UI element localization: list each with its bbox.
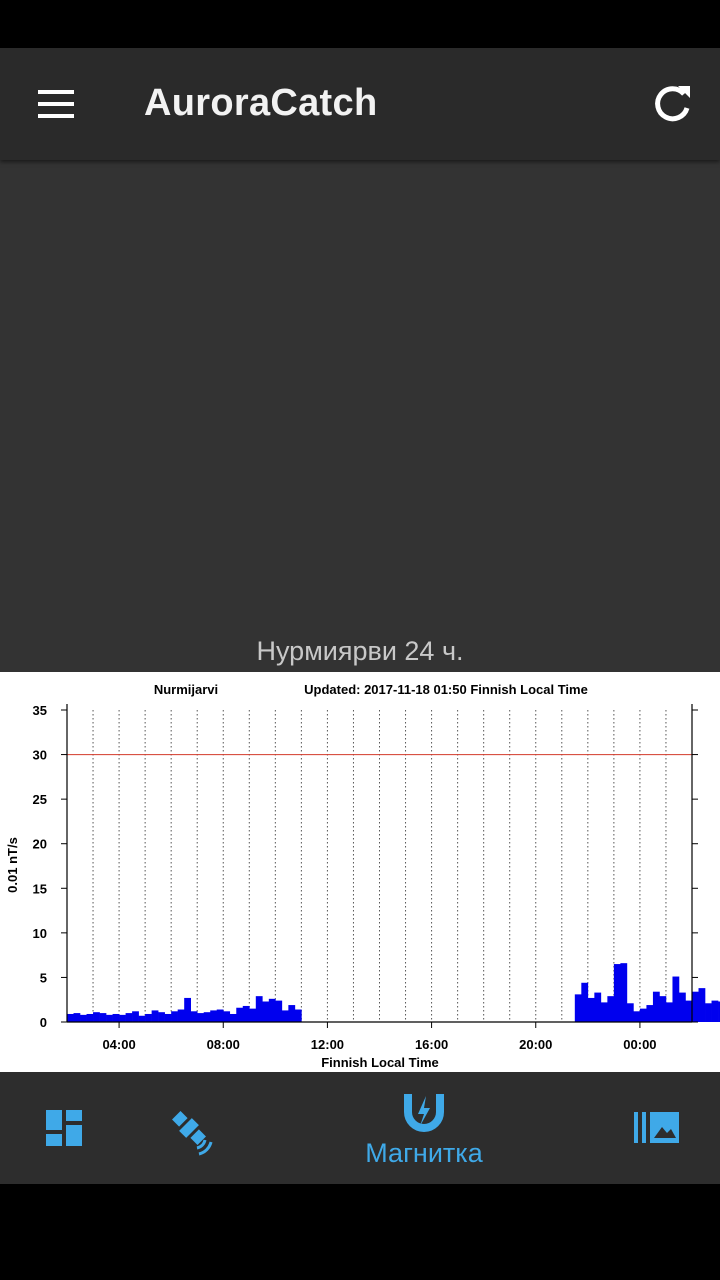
x-tick-label: 16:00 xyxy=(415,1037,448,1052)
chart-bar xyxy=(718,1001,720,1022)
chart-bar xyxy=(236,1007,244,1022)
nav-item-magnetometer[interactable]: Магнитка xyxy=(334,1072,514,1184)
y-tick-label: 5 xyxy=(40,970,47,985)
chart-bar xyxy=(242,1005,250,1022)
chart-bar xyxy=(633,1011,641,1022)
magnetometer-chart: 0 5 10 15 20 25 30 35 04:00 08:00 12:00 16:00 20:00 0… xyxy=(0,672,720,1072)
chart-bar xyxy=(184,997,191,1022)
chart-updated-label: Updated: 2017-11-18 01:50 Finnish Local … xyxy=(304,682,588,697)
chart-bar xyxy=(125,1013,133,1022)
menu-button[interactable] xyxy=(24,78,88,130)
refresh-icon xyxy=(655,86,690,122)
chart-bar xyxy=(626,1003,634,1022)
chart-x-axis-label: Finnish Local Time xyxy=(321,1055,439,1070)
chart-bar xyxy=(229,1013,237,1022)
chart-bar xyxy=(132,1011,139,1022)
bottom-navigation: Магнитка xyxy=(0,1072,720,1184)
nav-item-dashboard[interactable] xyxy=(20,1072,110,1184)
system-navigation-bar xyxy=(0,1184,720,1280)
chart-station-label: Nurmijarvi xyxy=(154,682,218,697)
magnet-icon xyxy=(404,1094,444,1132)
chart-bar xyxy=(145,1013,152,1022)
status-bar xyxy=(0,0,720,48)
chart-bar xyxy=(216,1009,224,1022)
chart-bar xyxy=(119,1014,126,1022)
chart-bar xyxy=(255,996,263,1022)
chart-bar xyxy=(294,1009,302,1022)
chart-bar xyxy=(93,1012,100,1022)
chart-bar xyxy=(73,1013,81,1022)
refresh-button[interactable] xyxy=(644,76,700,132)
chart-bar xyxy=(112,1013,120,1022)
chart-svg: 0 5 10 15 20 25 30 35 04:00 08:00 12:00 16:00 20:00 0… xyxy=(5,682,720,1070)
dashboard-icon xyxy=(46,1110,82,1146)
chart-bar xyxy=(171,1011,178,1022)
chart-bar xyxy=(574,994,582,1022)
chart-bar xyxy=(639,1008,647,1022)
y-tick-label: 30 xyxy=(33,748,47,763)
chart-bar xyxy=(177,1009,185,1022)
chart-bar xyxy=(698,988,706,1022)
app-toolbar: AuroraCatch xyxy=(0,48,720,160)
chart-bar xyxy=(600,1002,608,1022)
chart-bar xyxy=(665,1002,673,1022)
chart-bar xyxy=(620,963,628,1022)
chart-bar xyxy=(607,996,615,1022)
x-tick-label: 12:00 xyxy=(311,1037,344,1052)
chart-bar xyxy=(659,996,667,1022)
gallery-icon xyxy=(634,1112,679,1143)
y-tick-label: 15 xyxy=(33,881,47,896)
chart-bar xyxy=(106,1014,113,1022)
chart-bar xyxy=(685,1000,693,1022)
chart-y-axis-label: 0.01 nT/s xyxy=(5,837,20,893)
chart-bar xyxy=(705,1003,712,1022)
nav-item-satellite[interactable] xyxy=(145,1072,235,1184)
app-title: AuroraCatch xyxy=(144,82,378,124)
chart-bar xyxy=(262,1001,270,1022)
satellite-icon xyxy=(172,1111,213,1156)
chart-bar xyxy=(692,991,699,1022)
chart-bar xyxy=(67,1013,74,1022)
chart-bar xyxy=(138,1015,146,1022)
chart-bar xyxy=(158,1012,165,1022)
chart-bar xyxy=(249,1008,257,1022)
chart-bar xyxy=(275,1000,283,1022)
chart-bar xyxy=(672,976,680,1022)
station-chart-title: Нурмиярви 24 ч. xyxy=(256,636,464,666)
chart-bar xyxy=(164,1013,172,1022)
chart-bar xyxy=(151,1010,159,1022)
chart-bar xyxy=(646,1005,654,1022)
y-tick-label: 20 xyxy=(33,837,47,852)
chart-bar xyxy=(711,1000,719,1022)
chart-bar xyxy=(288,1005,296,1022)
chart-bar xyxy=(190,1011,198,1022)
chart-bar xyxy=(99,1013,107,1022)
y-tick-label: 10 xyxy=(33,926,47,941)
chart-bar xyxy=(678,992,686,1022)
chart-bar xyxy=(80,1014,87,1022)
nav-item-gallery[interactable] xyxy=(610,1072,700,1184)
hamburger-icon xyxy=(38,90,74,118)
chart-bar xyxy=(281,1010,289,1022)
chart-bar xyxy=(581,982,589,1022)
chart-bar xyxy=(223,1011,231,1022)
chart-bar xyxy=(210,1010,218,1022)
chart-bar xyxy=(197,1013,205,1022)
chart-bar xyxy=(587,997,595,1022)
chart-bar xyxy=(613,964,621,1022)
x-tick-label: 00:00 xyxy=(623,1037,656,1052)
chart-bar xyxy=(203,1012,211,1022)
y-tick-label: 0 xyxy=(40,1015,47,1030)
chart-bar xyxy=(86,1013,94,1022)
x-tick-label: 20:00 xyxy=(519,1037,552,1052)
chart-bar xyxy=(268,998,276,1022)
y-tick-label: 35 xyxy=(33,703,47,718)
chart-bar xyxy=(594,992,602,1022)
x-tick-label: 08:00 xyxy=(207,1037,240,1052)
y-tick-label: 25 xyxy=(33,792,47,807)
nav-label-magnetometer: Магнитка xyxy=(365,1138,483,1168)
x-tick-label: 04:00 xyxy=(102,1037,135,1052)
chart-bar xyxy=(652,991,660,1022)
